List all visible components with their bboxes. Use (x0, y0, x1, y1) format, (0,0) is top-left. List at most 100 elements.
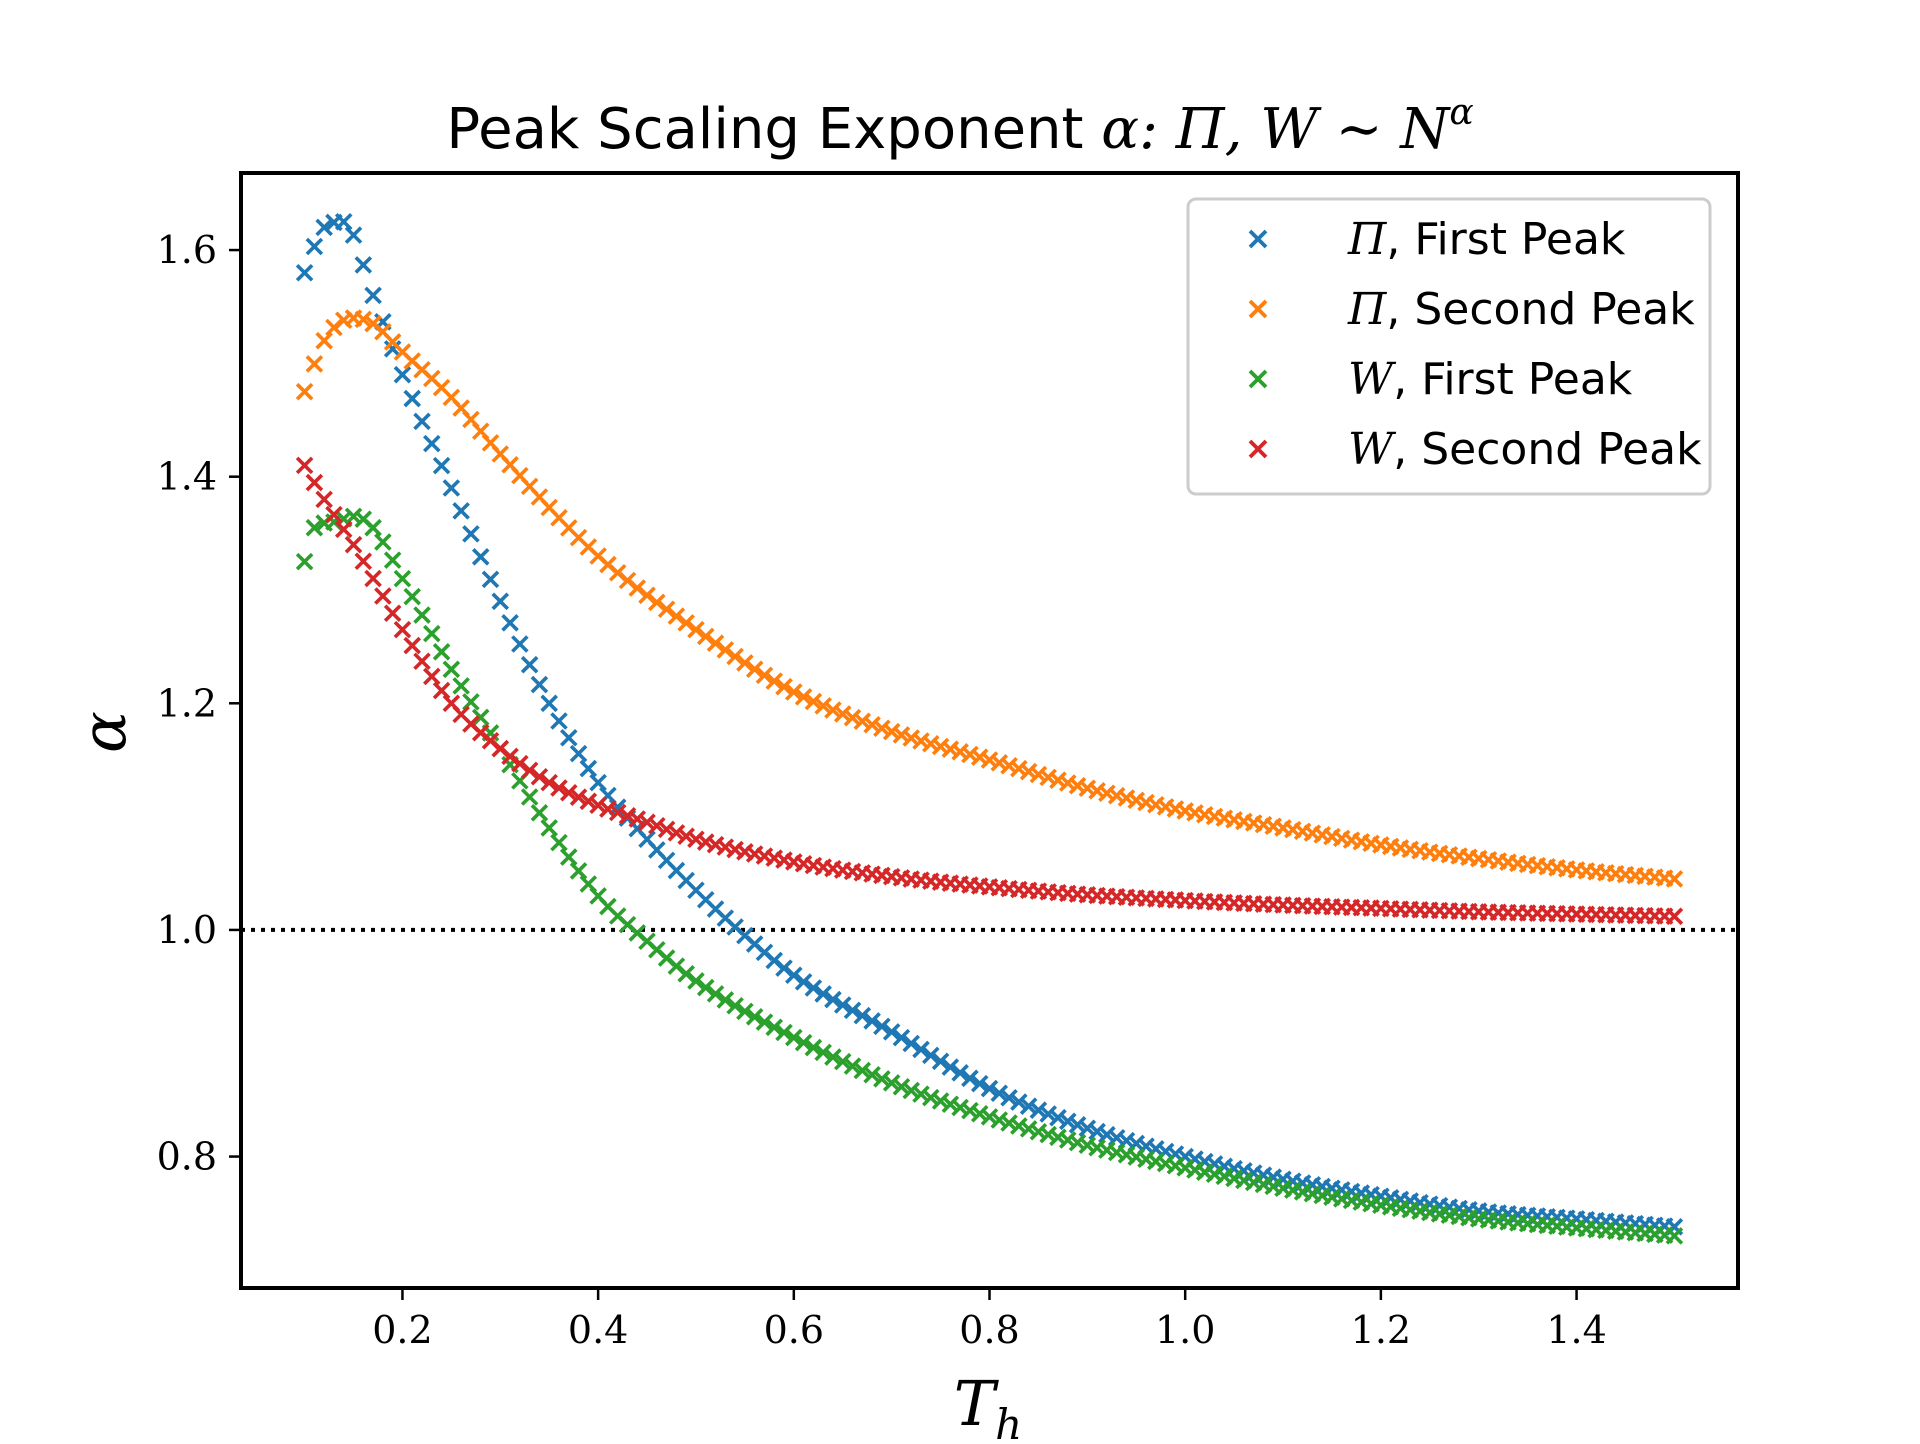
data-point (843, 1001, 862, 1020)
data-point (354, 310, 373, 329)
data-point (951, 1098, 969, 1117)
x-tick-label: 0.6 (764, 1308, 824, 1352)
data-point (696, 978, 715, 997)
data-point (540, 819, 558, 837)
data-point (745, 1008, 764, 1026)
data-point (1010, 759, 1028, 778)
data-point (1000, 756, 1018, 775)
data-point (648, 817, 666, 835)
x-tick-label: 1.0 (1155, 1308, 1215, 1352)
data-point (520, 655, 539, 674)
legend-label: Π, Second Peak (1347, 284, 1695, 335)
data-point (696, 627, 715, 646)
data-point (706, 985, 725, 1003)
data-point (902, 1081, 920, 1100)
data-point (608, 803, 627, 822)
data-point (785, 966, 803, 985)
data-point (364, 286, 382, 305)
x-axis-label-main: T (954, 1367, 1000, 1440)
data-point (1019, 762, 1038, 781)
data-point (432, 681, 451, 700)
legend-marker (1248, 439, 1268, 459)
data-point (511, 754, 529, 773)
data-point (344, 226, 363, 244)
data-point (550, 712, 568, 730)
data-point (980, 1108, 999, 1126)
data-point (1029, 765, 1048, 784)
data-point (403, 587, 421, 606)
data-point (882, 722, 901, 741)
data-point (970, 1074, 989, 1093)
data-point (1107, 1128, 1126, 1147)
legend-label: W, Second Peak (1348, 424, 1702, 475)
data-point (344, 535, 363, 554)
data-point (1049, 1108, 1067, 1127)
data-point (628, 810, 647, 828)
data-point (540, 694, 558, 713)
data-point (530, 804, 549, 822)
x-axis-label: Th (954, 1367, 1022, 1440)
data-point (305, 355, 324, 373)
data-point (295, 552, 314, 571)
data-point (1088, 1122, 1106, 1141)
data-point (931, 1092, 950, 1110)
x-tick-label: 0.2 (372, 1308, 432, 1352)
legend-label-text: , Second Peak (1393, 424, 1702, 475)
data-point (413, 606, 431, 624)
data-point (374, 533, 392, 551)
data-point (902, 1034, 920, 1053)
chart-title-math: α: Π, W ∼ N (1101, 97, 1451, 162)
data-point (315, 331, 333, 350)
data-point (814, 985, 832, 1003)
data-point (325, 505, 343, 524)
data-point (922, 1046, 940, 1065)
data-point (354, 256, 373, 274)
data-point (667, 607, 686, 625)
data-point (990, 1111, 1009, 1129)
data-point (569, 744, 588, 763)
data-point (1665, 1227, 1684, 1245)
data-point (618, 806, 637, 825)
x-ticks-layer: 0.2 0.4 0.6 0.8 1.0 1.2 1.4 (372, 1288, 1607, 1352)
data-point (726, 996, 744, 1015)
data-points-layer (295, 212, 1684, 1245)
x-tick-label: 0.8 (959, 1308, 1019, 1352)
data-point (315, 218, 333, 237)
data-point (853, 1006, 872, 1025)
data-point (305, 518, 324, 537)
legend-marker (1248, 229, 1268, 249)
data-point (1029, 1101, 1048, 1119)
series-3 (295, 507, 1684, 1245)
data-point (1029, 1122, 1048, 1141)
data-point (393, 365, 412, 384)
data-point (785, 683, 803, 701)
data-point (892, 1078, 911, 1096)
data-point (540, 773, 558, 792)
data-point (980, 751, 999, 769)
data-point (912, 732, 930, 750)
legend-label: Π, First Peak (1347, 214, 1626, 265)
legend-marker (1248, 369, 1268, 389)
data-point (794, 1033, 813, 1052)
x-tick-label: 0.4 (568, 1308, 628, 1352)
data-point (833, 996, 852, 1014)
legend-marker (1248, 299, 1268, 319)
data-point (843, 1057, 862, 1075)
data-point (295, 382, 314, 401)
data-point (354, 552, 373, 571)
data-point (961, 1101, 979, 1120)
data-point (706, 634, 725, 652)
data-point (1078, 1119, 1097, 1138)
y-tick-label: 1.6 (157, 228, 217, 272)
data-point (423, 624, 441, 643)
data-point (295, 456, 314, 475)
series-2 (295, 309, 1684, 888)
y-ticks-layer: 0.8 1.0 1.2 1.4 1.6 (157, 228, 241, 1179)
data-point (726, 647, 744, 666)
data-point (990, 754, 1009, 772)
data-point (853, 712, 872, 731)
data-point (305, 473, 324, 492)
data-point (1068, 1116, 1087, 1134)
legend-label-text: , First Peak (1393, 354, 1633, 405)
